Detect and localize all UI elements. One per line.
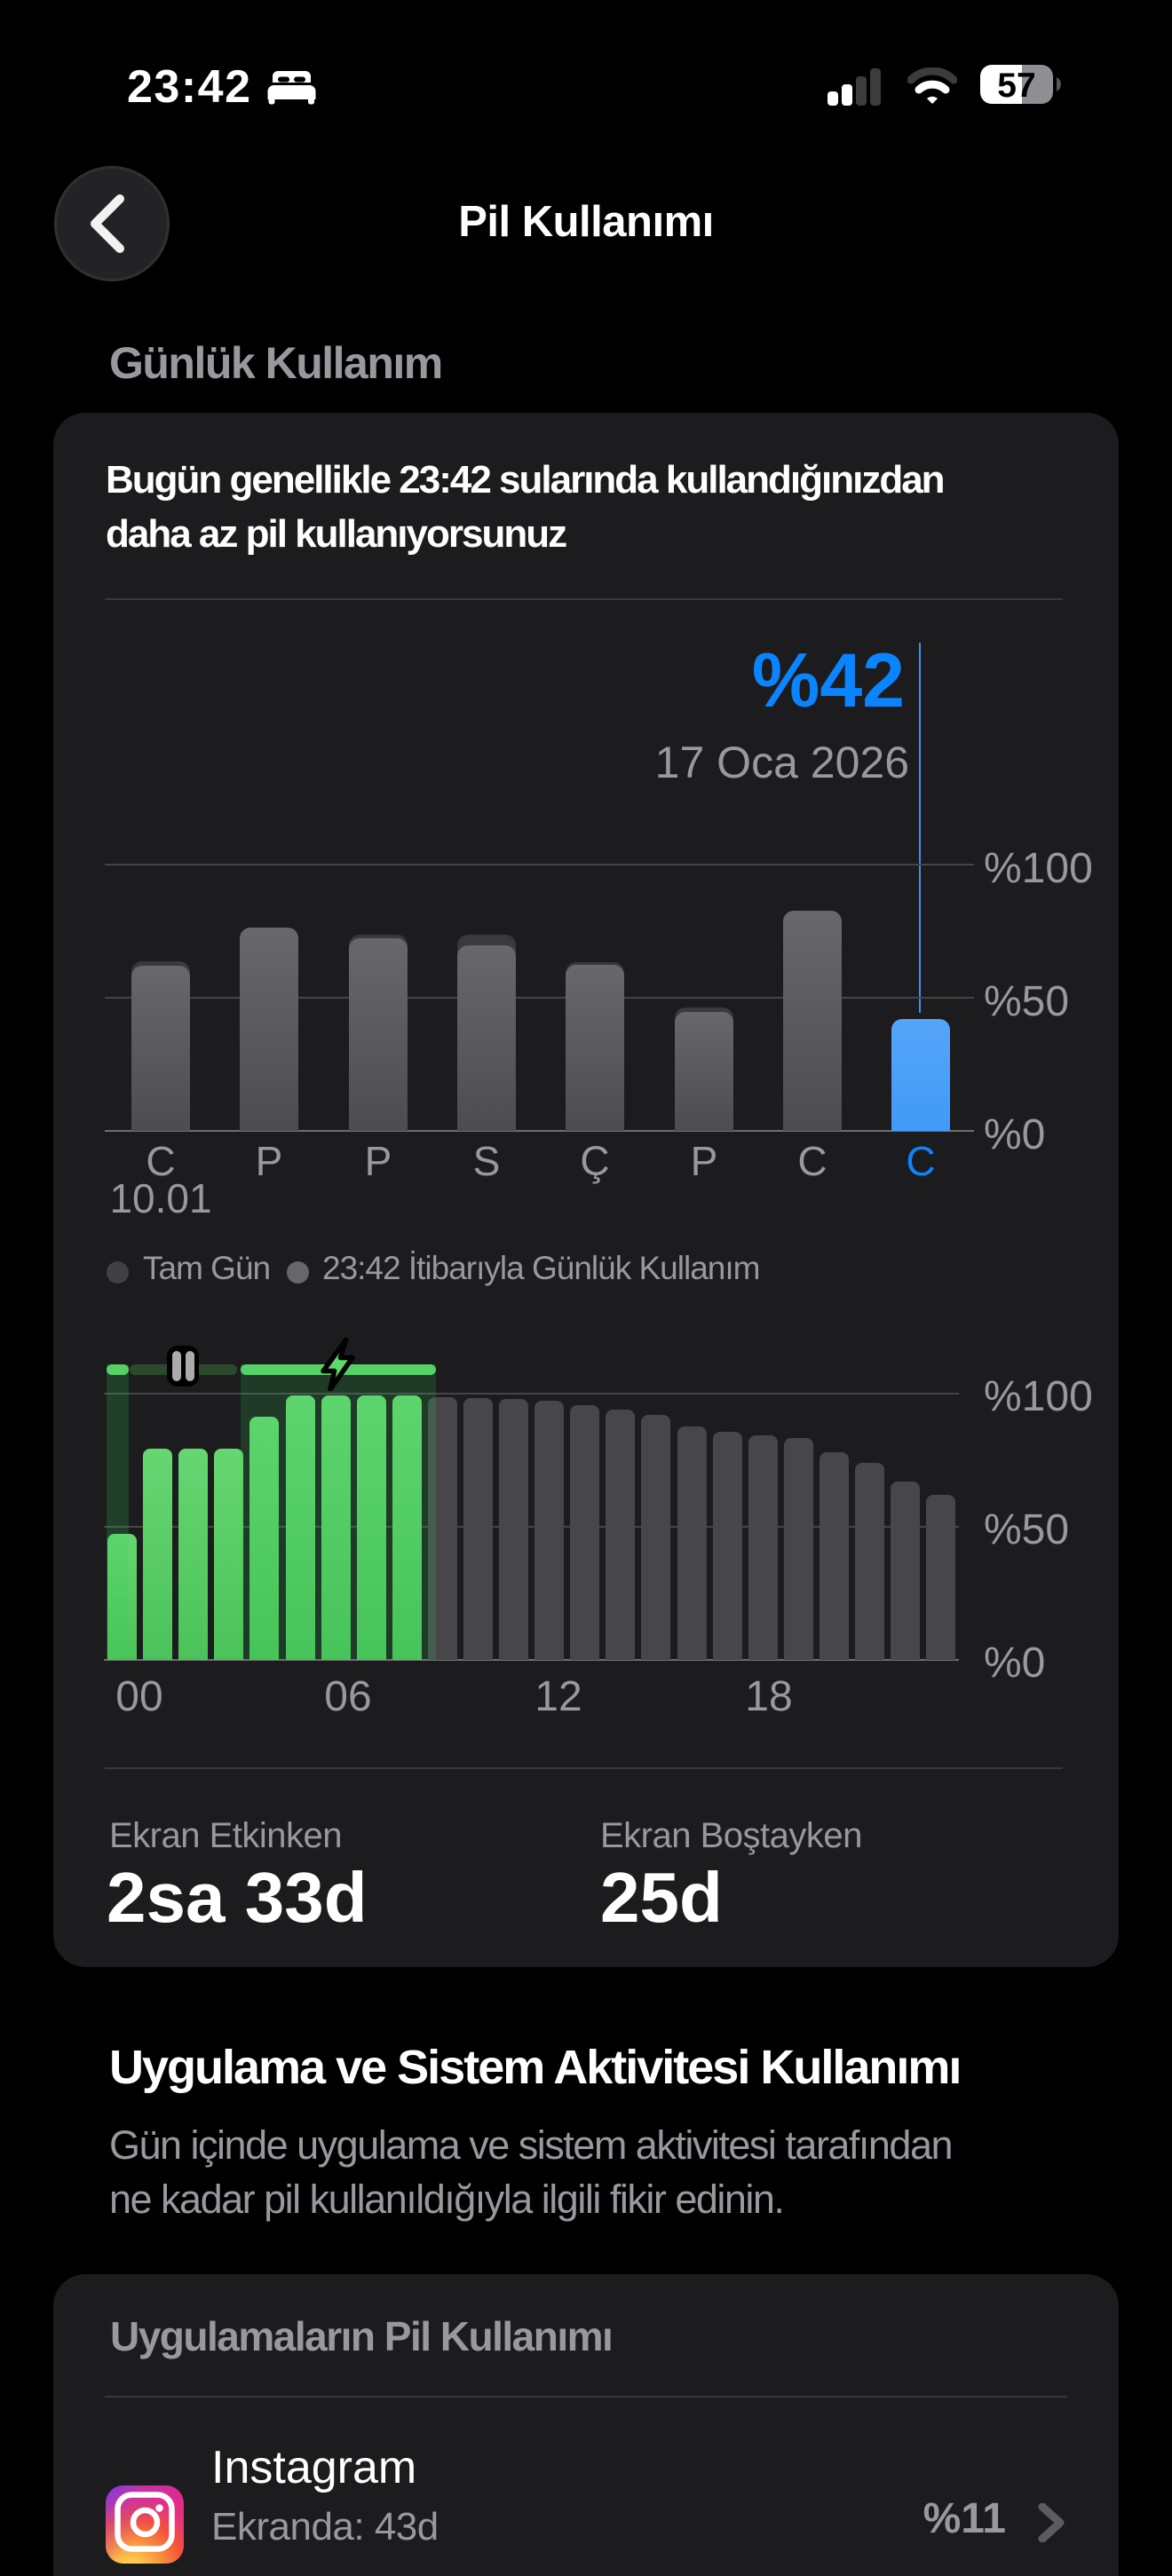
- svg-text:57: 57: [997, 67, 1035, 105]
